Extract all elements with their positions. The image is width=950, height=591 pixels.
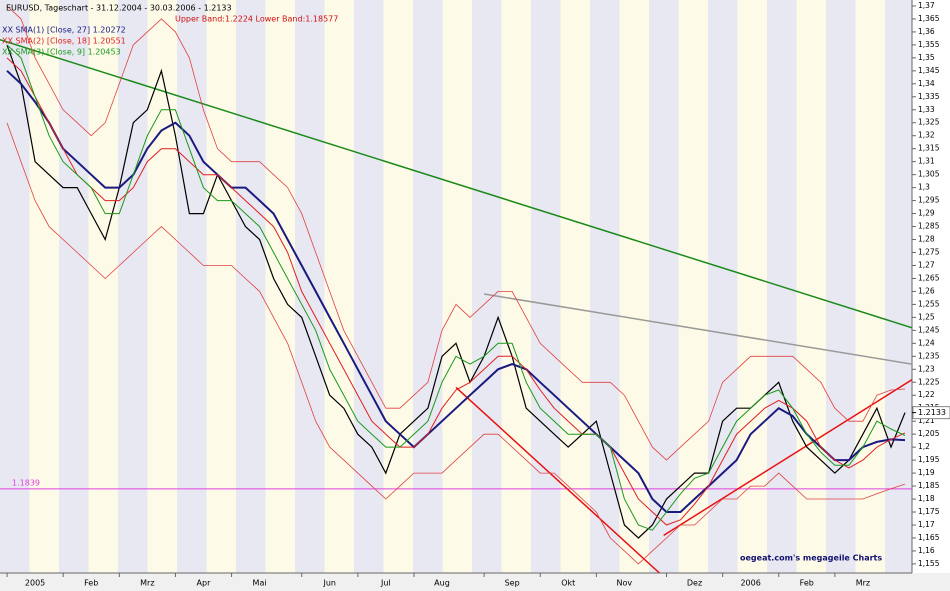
band-info: Upper Band:1.2224 Lower Band:1.18577: [175, 15, 338, 24]
y-tick-label: 1,335: [918, 92, 940, 101]
x-tick-label: Jul: [380, 579, 391, 588]
y-tick-label: 1,18: [918, 494, 935, 503]
y-tick-label: 1,165: [918, 533, 940, 542]
trend-line: [663, 379, 912, 537]
x-tick-label: Mrz: [140, 579, 154, 588]
y-tick-label: 1,205: [918, 429, 940, 438]
y-tick-label: 1,31: [918, 157, 935, 166]
last-price-label: 1.2133: [918, 408, 946, 417]
y-tick-label: 1,28: [918, 235, 935, 244]
x-tick-label: Mrz: [856, 579, 870, 588]
x-tick-label: Nov: [617, 579, 633, 588]
x-tick-label: Feb: [800, 579, 814, 588]
y-tick-label: 1,245: [918, 325, 940, 334]
y-tick-label: 1,295: [918, 196, 940, 205]
plot-area: [0, 5, 912, 573]
y-tick-label: 1,24: [918, 338, 935, 347]
chart-title: EURUSD, Tageschart - 31.12.2004 - 30.03.…: [6, 4, 232, 13]
y-tick-label: 1,305: [918, 170, 940, 179]
x-tick-label: Feb: [84, 579, 98, 588]
y-tick-label: 1,23: [918, 364, 935, 373]
y-tick-label: 1,225: [918, 377, 940, 386]
y-tick-label: 1,355: [918, 40, 940, 49]
trend-line: [0, 38, 912, 329]
y-tick-label: 1,37: [918, 1, 935, 10]
y-tick-label: 1,17: [918, 520, 935, 529]
x-tick-label: Sep: [505, 579, 520, 588]
y-tick-label: 1,19: [918, 468, 935, 477]
y-tick-label: 1,315: [918, 144, 940, 153]
series-line: [6, 70, 906, 513]
y-tick-label: 1,26: [918, 286, 935, 295]
series-line: [6, 57, 906, 526]
y-tick-label: 1,285: [918, 222, 940, 231]
y-tick-label: 1,27: [918, 260, 935, 269]
x-tick-label: Mai: [253, 579, 267, 588]
x-axis-background: [0, 573, 950, 591]
y-tick-label: 1,155: [918, 559, 940, 568]
series-line: [6, 5, 906, 461]
y-tick-label: 1,325: [918, 118, 940, 127]
axis-background: [912, 0, 950, 591]
y-tick-label: 1,275: [918, 248, 940, 257]
series-line: [6, 44, 906, 531]
y-tick-label: 1,265: [918, 273, 940, 282]
y-tick-label: 1,35: [918, 53, 935, 62]
y-tick-label: 1,32: [918, 131, 935, 140]
legend-entry: XX SMA(1) [Close, 27] 1.20272: [2, 26, 126, 35]
y-tick-label: 1,2: [918, 442, 930, 451]
x-tick-label: Aug: [434, 579, 450, 588]
legend-entry: XX SMA(2) [Close, 18] 1.20551: [2, 37, 126, 46]
trend-line: [483, 293, 912, 365]
y-tick-label: 1,25: [918, 312, 935, 321]
x-tick-label: Okt: [561, 579, 575, 588]
x-tick-label: Apr: [197, 579, 212, 588]
horizontal-line-label: 1.1839: [12, 478, 40, 487]
y-tick-label: 1,22: [918, 390, 935, 399]
y-tick-label: 1,34: [918, 79, 935, 88]
y-tick-label: 1,345: [918, 66, 940, 75]
y-tick-label: 1,29: [918, 209, 935, 218]
y-tick-label: 1,36: [918, 27, 935, 36]
y-tick-label: 1,175: [918, 507, 940, 516]
y-tick-label: 1,16: [918, 546, 935, 555]
y-tick-label: 1,365: [918, 14, 940, 23]
x-tick-label: Dez: [687, 579, 702, 588]
x-tick-label: 2006: [740, 579, 760, 588]
series-line: [6, 122, 906, 565]
y-tick-label: 1,195: [918, 455, 940, 464]
watermark: oegeat.com's megageile Charts: [740, 554, 882, 563]
x-tick-label: 2005: [25, 579, 45, 588]
legend-entry: XX SMA(3) [Close, 9] 1.20453: [2, 48, 121, 57]
y-tick-label: 1,3: [918, 183, 930, 192]
x-tick-label: Jun: [322, 579, 336, 588]
y-tick-label: 1,185: [918, 481, 940, 490]
y-tick-label: 1,255: [918, 299, 940, 308]
y-tick-label: 1,21: [918, 416, 935, 425]
y-tick-label: 1,235: [918, 351, 940, 360]
trend-line: [455, 386, 660, 573]
y-tick-label: 1,33: [918, 105, 935, 114]
plot-background: [0, 0, 912, 573]
